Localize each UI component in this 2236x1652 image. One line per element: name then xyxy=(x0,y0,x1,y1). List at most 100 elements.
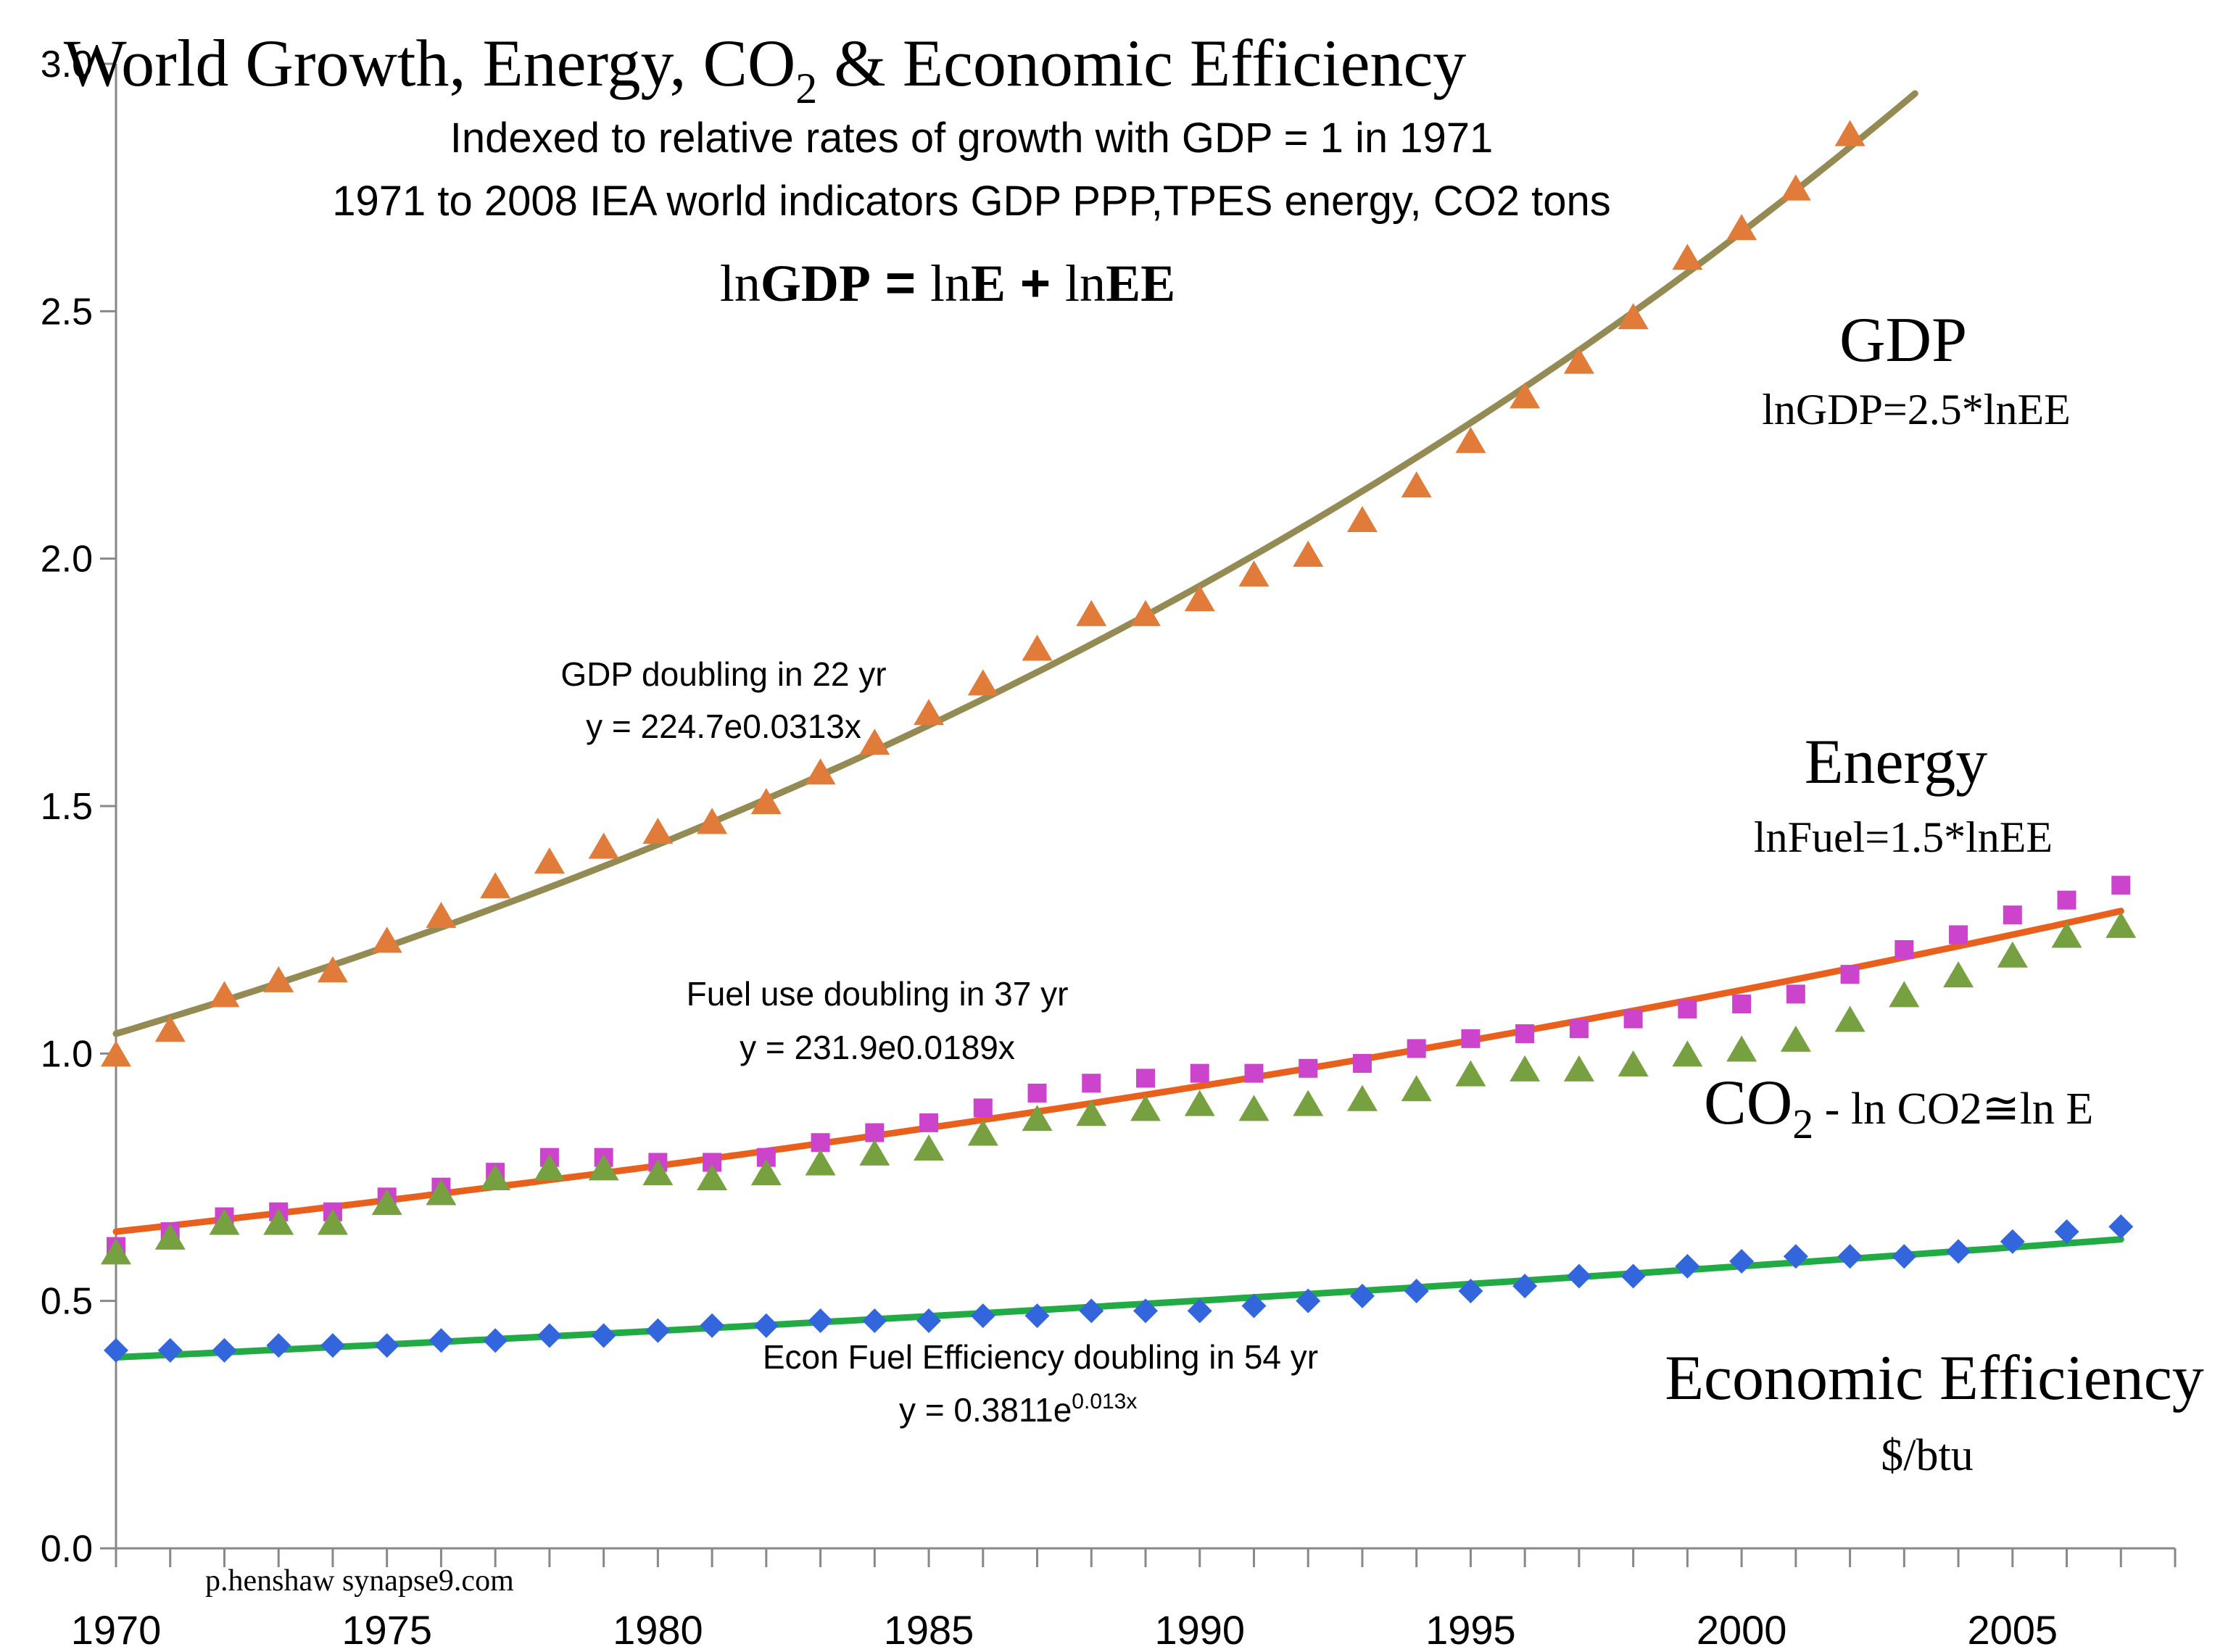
data-point-gdp xyxy=(1401,471,1432,498)
annotation-ee-doubling: Econ Fuel Efficiency doubling in 54 yr xyxy=(763,1338,1318,1376)
data-point-economic-efficiency xyxy=(2054,1219,2079,1245)
data-point-gdp xyxy=(480,872,511,899)
data-point-co2 xyxy=(1618,1050,1649,1076)
data-point-co2 xyxy=(426,1179,457,1205)
data-point-gdp xyxy=(263,966,294,992)
data-point-gdp xyxy=(426,902,457,929)
series-economic-efficiency xyxy=(104,1214,2134,1363)
data-point-economic-efficiency xyxy=(1187,1298,1212,1324)
data-point-co2 xyxy=(1238,1095,1270,1121)
data-point-co2 xyxy=(642,1159,674,1186)
data-point-gdp xyxy=(642,818,674,844)
data-point-gdp xyxy=(967,669,998,696)
data-point-energy xyxy=(1569,1019,1589,1039)
data-point-co2 xyxy=(1834,1005,1866,1032)
data-point-gdp xyxy=(317,956,348,983)
data-point-gdp xyxy=(101,1040,131,1067)
data-point-co2 xyxy=(209,1208,240,1235)
data-point-co2 xyxy=(480,1164,511,1190)
data-point-co2 xyxy=(805,1149,836,1176)
data-point-energy xyxy=(1082,1074,1101,1093)
data-point-economic-efficiency xyxy=(2108,1214,2134,1240)
data-point-energy xyxy=(2057,890,2076,910)
data-point-co2 xyxy=(1293,1089,1324,1116)
data-point-energy xyxy=(1407,1039,1426,1058)
data-point-economic-efficiency xyxy=(753,1313,779,1338)
data-point-co2 xyxy=(1889,981,1920,1008)
data-point-economic-efficiency xyxy=(104,1337,128,1363)
data-point-co2 xyxy=(1943,961,1974,988)
data-point-gdp xyxy=(1510,382,1541,409)
data-point-gdp xyxy=(697,808,728,834)
data-point-co2 xyxy=(1997,941,2028,968)
data-point-energy xyxy=(1786,984,1805,1004)
data-point-economic-efficiency xyxy=(862,1308,887,1333)
data-point-co2 xyxy=(750,1159,782,1186)
annotation-ee-equation: y = 0.3811e0.013x xyxy=(899,1390,1137,1429)
data-point-energy xyxy=(2003,905,2022,925)
data-point-economic-efficiency xyxy=(1079,1298,1104,1324)
data-point-gdp xyxy=(1346,506,1378,533)
data-point-economic-efficiency xyxy=(700,1313,725,1338)
data-point-economic-efficiency xyxy=(1241,1293,1267,1319)
data-point-economic-efficiency xyxy=(970,1303,995,1329)
data-point-economic-efficiency xyxy=(266,1333,291,1358)
credit-text: p.henshaw synapse9.com xyxy=(205,1564,514,1598)
data-point-energy xyxy=(1136,1068,1155,1088)
data-point-gdp xyxy=(1184,585,1215,612)
series-label-economic-efficiency: Economic Efficiency xyxy=(1665,1343,2204,1414)
data-point-co2 xyxy=(1401,1075,1432,1102)
y-tick-label: 0.0 xyxy=(41,1528,93,1570)
data-point-economic-efficiency xyxy=(157,1337,183,1363)
data-point-gdp xyxy=(1238,560,1270,587)
series-label-co2: CO2 - ln CO2≅ln E xyxy=(1704,1068,2093,1147)
data-point-energy xyxy=(865,1123,885,1142)
data-point-economic-efficiency xyxy=(1946,1239,1971,1264)
data-point-co2 xyxy=(697,1164,728,1190)
series-co2 xyxy=(101,911,2137,1265)
data-point-economic-efficiency xyxy=(537,1323,562,1348)
data-point-economic-efficiency xyxy=(1458,1279,1483,1304)
x-tick-label: 1995 xyxy=(1425,1607,1516,1652)
data-point-co2 xyxy=(1130,1095,1161,1121)
data-point-gdp xyxy=(1672,244,1703,270)
x-tick-label: 1980 xyxy=(613,1607,703,1652)
data-point-co2 xyxy=(1563,1055,1594,1082)
data-point-co2 xyxy=(263,1208,294,1235)
data-point-economic-efficiency xyxy=(1729,1249,1755,1274)
series-gdp xyxy=(101,120,1866,1067)
series-label-energy: Energy xyxy=(1805,727,1988,797)
data-point-economic-efficiency xyxy=(2000,1229,2025,1254)
data-point-co2 xyxy=(2105,911,2137,938)
x-tick-label: 2005 xyxy=(1968,1607,2058,1652)
data-point-economic-efficiency xyxy=(1892,1244,1917,1269)
data-point-gdp xyxy=(1076,599,1107,626)
data-point-gdp xyxy=(1293,540,1324,567)
data-point-energy xyxy=(1027,1083,1047,1103)
data-point-gdp xyxy=(154,1016,186,1042)
data-point-economic-efficiency xyxy=(1133,1298,1158,1324)
data-point-co2 xyxy=(1510,1055,1541,1082)
trendline-gdp xyxy=(112,90,1918,1037)
data-point-gdp xyxy=(1563,347,1594,374)
identity-equation: lnGDP = lnE + lnEE xyxy=(720,254,1175,312)
data-point-co2 xyxy=(967,1119,998,1146)
data-point-co2 xyxy=(1022,1105,1053,1132)
data-point-economic-efficiency xyxy=(374,1333,399,1358)
data-point-energy xyxy=(1515,1024,1535,1044)
data-point-economic-efficiency xyxy=(591,1323,616,1348)
data-point-co2 xyxy=(1184,1089,1215,1116)
data-point-economic-efficiency xyxy=(1620,1263,1646,1289)
series-relation-gdp: lnGDP=2.5*lnEE xyxy=(1762,386,2071,433)
data-point-economic-efficiency xyxy=(916,1308,942,1333)
data-point-gdp xyxy=(371,926,402,953)
data-point-gdp xyxy=(1780,174,1811,201)
data-point-co2 xyxy=(1076,1100,1107,1126)
data-point-gdp xyxy=(534,847,565,874)
data-point-energy xyxy=(1190,1063,1209,1083)
data-point-gdp xyxy=(1455,426,1486,453)
data-point-gdp xyxy=(1130,599,1161,626)
data-point-energy xyxy=(1244,1063,1264,1083)
data-point-economic-efficiency xyxy=(1675,1253,1700,1279)
x-tick-label: 1975 xyxy=(341,1607,432,1652)
